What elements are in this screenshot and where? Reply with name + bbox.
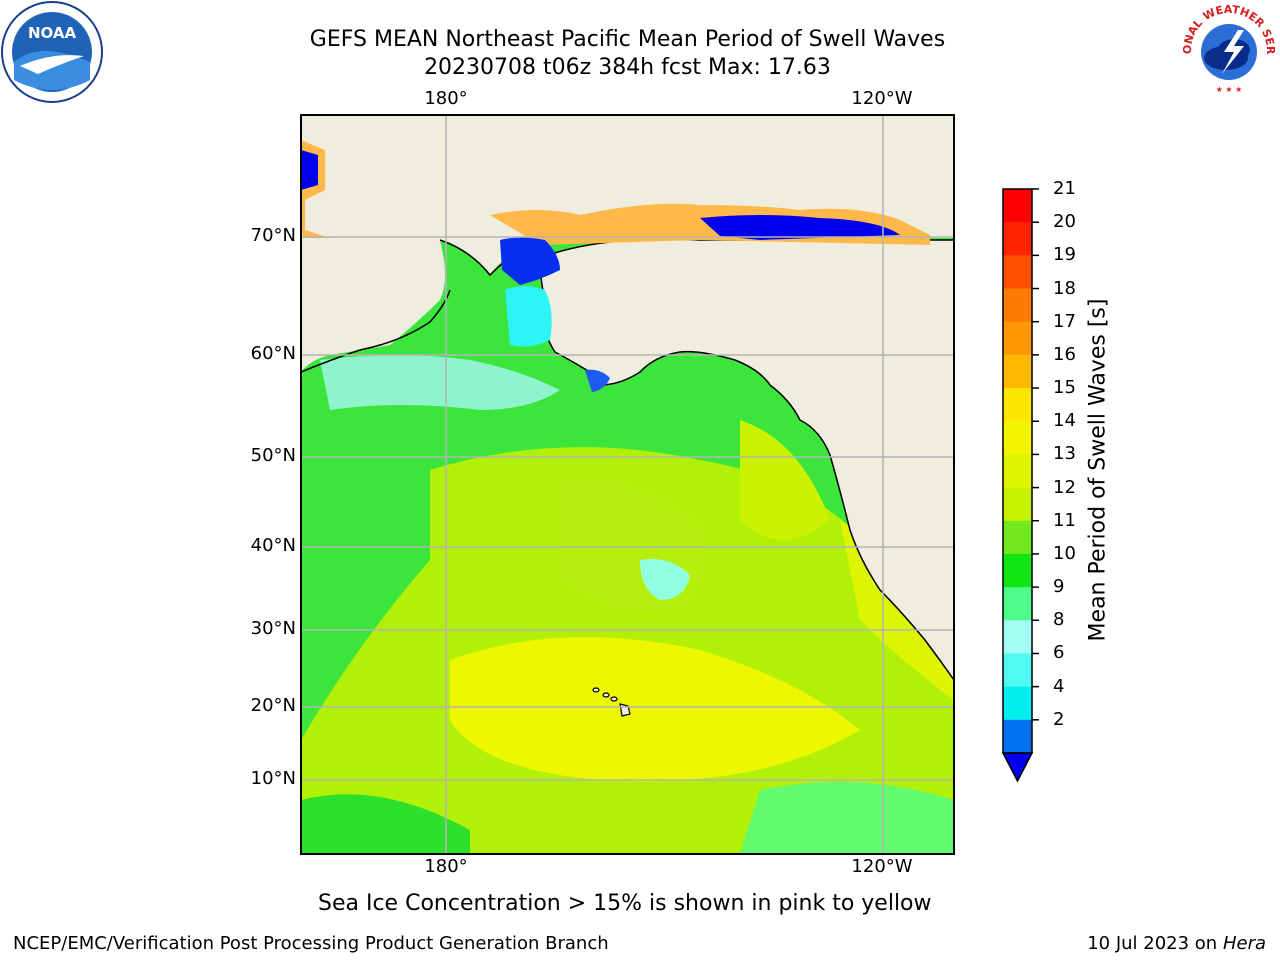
colorbar-tick-label: 2 [1053, 708, 1065, 730]
svg-text:NOAA: NOAA [28, 24, 77, 42]
colorbar-swatch [1003, 288, 1032, 323]
colorbar-swatch [1003, 255, 1032, 290]
footer-credit: NCEP/EMC/Verification Post Processing Pr… [13, 933, 609, 954]
svg-text:★ ★ ★: ★ ★ ★ [1216, 85, 1243, 94]
colorbar-swatch [1003, 354, 1032, 389]
colorbar-swatch [1003, 388, 1032, 422]
lon-label-bottom-120w: 120°W [851, 856, 913, 877]
colorbar-tick-label: 15 [1053, 377, 1076, 399]
swell-10-southeast [740, 782, 954, 854]
sea-ice-note: Sea Ice Concentration > 15% is shown in … [318, 891, 932, 916]
low-period-chukchi [500, 237, 560, 285]
footer-date: 10 Jul 2023 on Hera [1087, 933, 1266, 954]
footer-machine: Hera [1222, 933, 1266, 954]
lon-label-bottom-180: 180° [424, 856, 468, 877]
map-frame [300, 114, 955, 855]
colorbar-tick-label: 6 [1053, 642, 1065, 664]
colorbar-swatch [1003, 653, 1032, 688]
land-north-america [539, 238, 954, 682]
colorbar-label: Mean Period of Swell Waves [s] [1085, 298, 1111, 642]
lat-label-20n: 20°N [250, 695, 296, 716]
lat-label-40n: 40°N [250, 535, 296, 556]
colorbar-swatch [1003, 620, 1032, 654]
low-period-beaufort [700, 215, 900, 240]
noaa-logo: NOAA [1, 1, 103, 103]
colorbar-swatch [1003, 189, 1032, 223]
colorbar-swatch [1003, 520, 1032, 555]
colorbar-swatch [1003, 587, 1032, 621]
swell-8-patch [640, 559, 690, 600]
colorbar-swatch [1003, 222, 1032, 256]
colorbar-swatch [1003, 686, 1032, 721]
colorbar-tick-label: 9 [1053, 576, 1065, 598]
swell-6-bering-strait [505, 286, 552, 347]
lat-label-60n: 60°N [250, 343, 296, 364]
lon-label-top-120w: 120°W [851, 88, 913, 109]
colorbar-tick-label: 17 [1053, 310, 1076, 332]
colorbar-tick-label: 20 [1053, 211, 1076, 233]
lat-label-10n: 10°N [250, 768, 296, 789]
colorbar-tick-label: 8 [1053, 609, 1065, 631]
colorbar-swatch [1003, 487, 1032, 522]
colorbar-tick-label: 13 [1053, 443, 1076, 465]
colorbar-tick-label: 12 [1053, 476, 1076, 498]
lon-label-top-180: 180° [424, 88, 468, 109]
colorbar-swatch [1003, 719, 1032, 754]
lat-label-70n: 70°N [250, 225, 296, 246]
colorbar-tick-label: 14 [1053, 410, 1076, 432]
nws-logo: NATIONAL WEATHER SERVICE ★ ★ ★ [1178, 0, 1278, 100]
colorbar-tick-label: 10 [1053, 542, 1076, 564]
land-kamchatka [301, 240, 445, 372]
sea-ice-siberia-core [301, 150, 318, 190]
bering-cyan [320, 355, 560, 410]
lat-label-30n: 30°N [250, 618, 296, 639]
colorbar-tick-label: 21 [1053, 178, 1076, 199]
swell-13-east [740, 420, 830, 540]
colorbar-swatch [1003, 321, 1032, 356]
colorbar-swatch [1003, 421, 1032, 455]
footer-date-text: 10 Jul 2023 on [1087, 933, 1223, 954]
colorbar-tick-label: 19 [1053, 244, 1076, 266]
colorbar-tick-label: 11 [1053, 509, 1076, 531]
swell-14-region [450, 637, 860, 782]
colorbar-tick-label: 18 [1053, 277, 1076, 299]
swell-11-southwest [301, 794, 470, 854]
colorbar-tick-label: 16 [1053, 343, 1076, 365]
chart-title: GEFS MEAN Northeast Pacific Mean Period … [309, 27, 946, 52]
low-period-norton [585, 369, 610, 392]
lat-label-50n: 50°N [250, 445, 296, 466]
colorbar-swatch [1003, 454, 1032, 489]
colorbar-extend-triangle [1001, 752, 1034, 783]
colorbar-tick-label: 4 [1053, 675, 1065, 697]
colorbar-swatch [1003, 553, 1032, 588]
chart-subtitle: 20230708 t06z 384h fcst Max: 17.63 [424, 55, 831, 80]
colorbar-frame [1002, 188, 1033, 754]
gridlines [301, 115, 954, 854]
